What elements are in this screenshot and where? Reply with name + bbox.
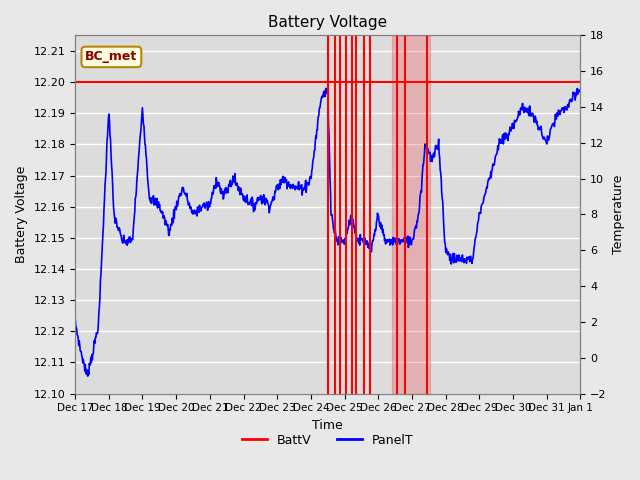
Bar: [392, 36, 430, 394]
Y-axis label: Battery Voltage: Battery Voltage: [15, 166, 28, 263]
X-axis label: Time: Time: [312, 419, 343, 432]
Legend: BattV, PanelT: BattV, PanelT: [237, 429, 419, 452]
Text: BC_met: BC_met: [85, 50, 138, 63]
Y-axis label: Temperature: Temperature: [612, 175, 625, 254]
Title: Battery Voltage: Battery Voltage: [268, 15, 387, 30]
